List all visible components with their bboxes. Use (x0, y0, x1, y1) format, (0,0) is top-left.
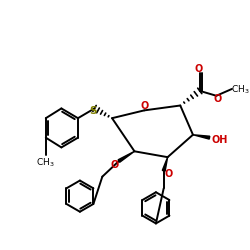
Text: O: O (111, 160, 119, 170)
Text: O: O (213, 94, 222, 104)
Text: O: O (164, 169, 173, 179)
Polygon shape (193, 135, 210, 139)
Text: O: O (140, 102, 148, 112)
Text: CH$_3$: CH$_3$ (36, 157, 55, 169)
Text: OH: OH (211, 134, 228, 144)
Text: S: S (89, 106, 96, 116)
Text: CH$_3$: CH$_3$ (232, 84, 250, 96)
Text: O: O (195, 64, 203, 74)
Polygon shape (118, 151, 134, 162)
Polygon shape (162, 157, 168, 171)
